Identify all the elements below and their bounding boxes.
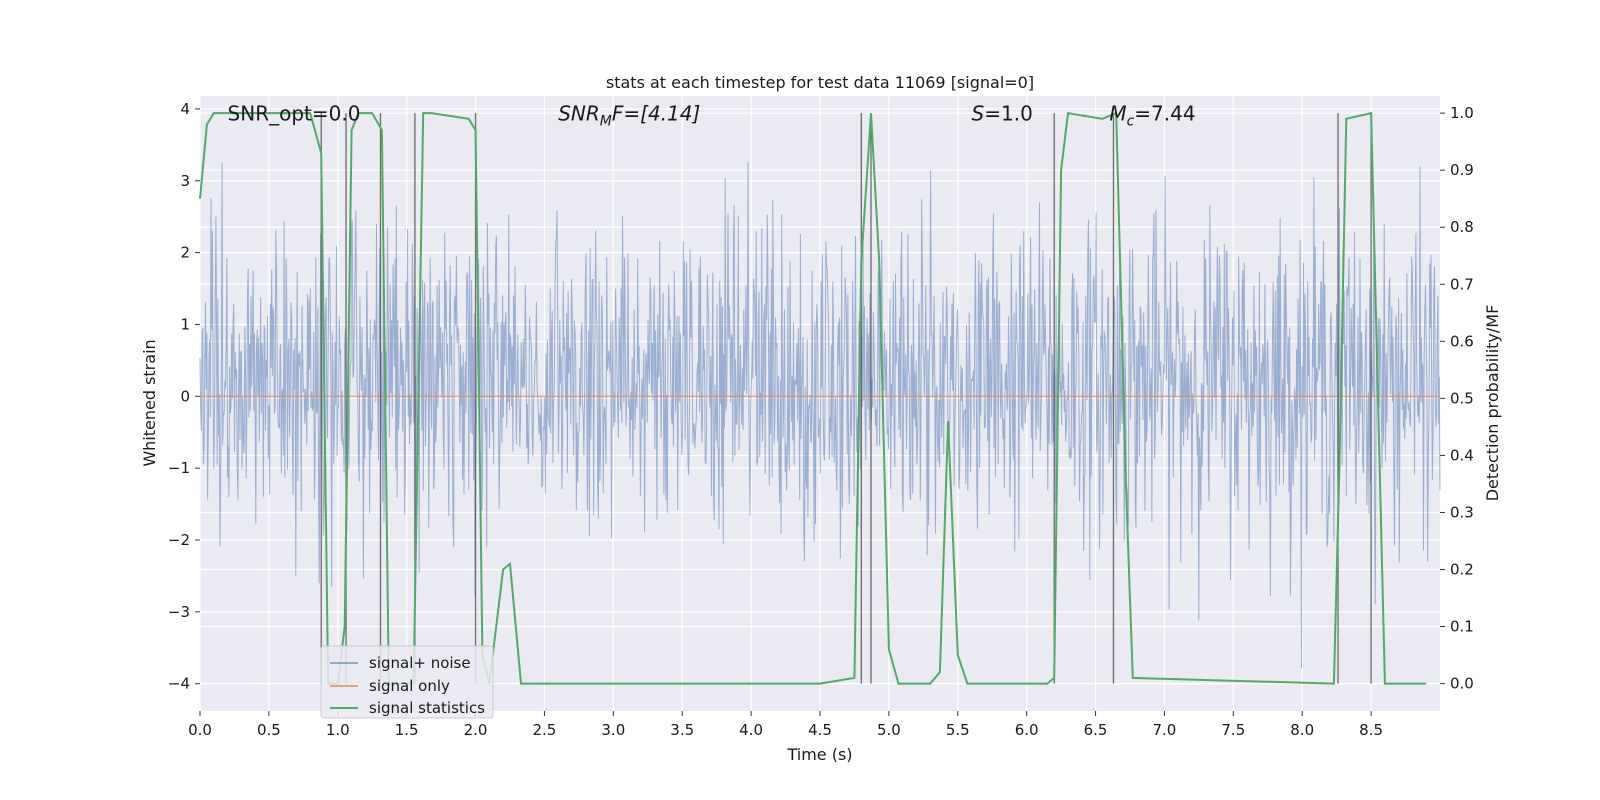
legend: signal+ noise signal only signal statist… (320, 645, 494, 719)
right-y-axis-ticks: 0.0 0.1 0.2 0.3 0.4 0.5 0.6 0.7 0.8 0.9 1.0 (1440, 104, 1474, 693)
x-tick-label: 0.5 (257, 721, 281, 739)
y-tick-label: −3 (168, 603, 190, 621)
x-tick-label: 4.0 (739, 721, 763, 739)
x-tick-label: 2.5 (533, 721, 557, 739)
x-tick-label: 3.0 (601, 721, 625, 739)
x-tick-label: 6.5 (1084, 721, 1108, 739)
x-tick-label: 1.5 (395, 721, 419, 739)
y2-tick-label: 0.7 (1450, 275, 1474, 293)
x-tick-label: 5.5 (946, 721, 970, 739)
x-axis-ticks: 0.0 0.5 1.0 1.5 2.0 2.5 3.0 3.5 4.0 4.5 5.0 5.5 6.0 6… (188, 711, 1383, 739)
left-y-axis-ticks: −4 −3 −2 −1 0 1 2 3 4 (168, 100, 200, 693)
signal-noise-series (199, 161, 1441, 669)
y-tick-label: −4 (168, 675, 190, 693)
x-tick-label: 5.0 (877, 721, 901, 739)
x-tick-label: 1.0 (326, 721, 350, 739)
y-tick-label: −1 (168, 459, 190, 477)
y-tick-label: 4 (180, 100, 190, 118)
y-tick-label: 0 (180, 387, 190, 405)
y2-tick-label: 0.9 (1450, 161, 1474, 179)
vertical-markers (320, 113, 1372, 684)
x-tick-label: 7.0 (1153, 721, 1177, 739)
y2-tick-label: 0.1 (1450, 618, 1474, 636)
legend-label-signal-statistics: signal statistics (369, 699, 485, 717)
y2-axis-label: Detection probability/MF (1483, 305, 1502, 502)
annotations: SNR_opt=0.0 SNRMF=[4.14] S=1.0 Mc=7.44 (228, 102, 1196, 130)
y2-tick-label: 0.8 (1450, 218, 1474, 236)
y2-tick-label: 0.2 (1450, 561, 1474, 579)
annotation-1: SNRMF=[4.14] (558, 102, 700, 130)
signal-noise-line (199, 161, 1441, 669)
x-tick-label: 3.5 (670, 721, 694, 739)
y-tick-label: 2 (180, 244, 190, 262)
x-tick-label: 2.0 (464, 721, 488, 739)
y2-tick-label: 0.6 (1450, 332, 1474, 350)
x-tick-label: 8.5 (1359, 721, 1383, 739)
x-tick-label: 6.0 (1015, 721, 1039, 739)
legend-label-signal-only: signal only (369, 677, 450, 695)
x-tick-label: 8.0 (1290, 721, 1314, 739)
chart-title: stats at each timestep for test data 110… (606, 73, 1034, 92)
x-tick-label: 7.5 (1221, 721, 1245, 739)
y-tick-label: −2 (168, 531, 190, 549)
signal-statistics-series (199, 111, 1427, 685)
y2-tick-label: 0.4 (1450, 446, 1474, 464)
x-axis-label: Time (s) (786, 745, 852, 764)
annotation-0: SNR_opt=0.0 (228, 102, 361, 126)
y2-tick-label: 0.3 (1450, 503, 1474, 521)
y-axis-label: Whitened strain (140, 339, 159, 466)
y-tick-label: 3 (180, 172, 190, 190)
y2-tick-label: 1.0 (1450, 104, 1474, 122)
x-tick-label: 0.0 (188, 721, 212, 739)
legend-label-signal-noise: signal+ noise (369, 654, 471, 672)
y2-tick-label: 0.0 (1450, 675, 1474, 693)
signal-statistics-line (199, 111, 1427, 685)
x-tick-label: 4.5 (808, 721, 832, 739)
annotation-3: Mc=7.44 (1109, 102, 1195, 130)
legend-box (320, 645, 494, 719)
annotation-2: S=1.0 (972, 102, 1033, 126)
y2-tick-label: 0.5 (1450, 389, 1474, 407)
y-tick-label: 1 (180, 315, 190, 333)
